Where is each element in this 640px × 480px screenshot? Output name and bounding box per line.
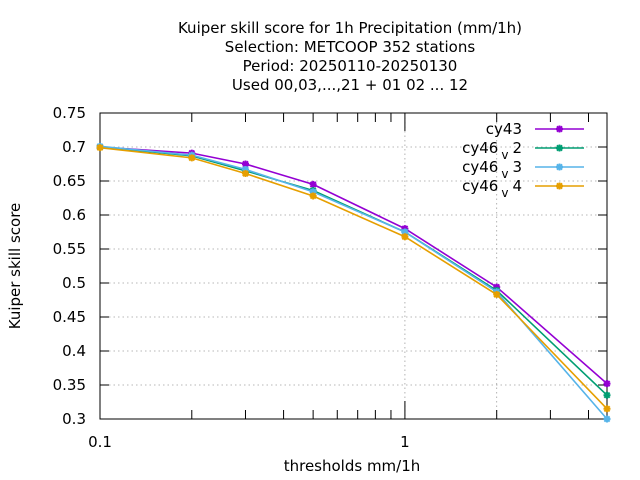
- axis-ticks: [99, 112, 607, 420]
- y-tick-label: 0.6: [62, 206, 86, 224]
- data-point: [96, 144, 104, 152]
- legend-label: cy43: [486, 120, 522, 138]
- data-point: [309, 188, 317, 196]
- series-line: [99, 146, 608, 396]
- y-tick-label: 0.35: [53, 376, 86, 394]
- y-tick-label: 0.75: [53, 104, 86, 122]
- legend-item: cy46 v 2: [462, 139, 584, 162]
- legend-label: cy46 v 4: [462, 177, 522, 200]
- legend-item: cy46 v 3: [462, 158, 584, 181]
- y-tick-label: 0.65: [53, 172, 86, 190]
- data-point: [493, 291, 501, 299]
- chart-title-line: Kuiper skill score for 1h Precipitation …: [178, 19, 522, 37]
- series-line: [99, 146, 608, 385]
- y-tick-label: 0.5: [62, 274, 86, 292]
- data-point: [401, 228, 409, 236]
- data-point: [603, 380, 611, 388]
- series-line: [99, 146, 608, 410]
- data-point: [309, 192, 317, 200]
- data-point: [241, 160, 249, 168]
- chart-title-line: Period: 20250110-20250130: [243, 57, 458, 75]
- data-point: [556, 125, 563, 133]
- data-point: [603, 415, 611, 423]
- legend-item: cy46 v 4: [462, 177, 584, 200]
- series-3: [96, 144, 611, 413]
- x-tick-label: 1: [400, 433, 410, 451]
- grid-lines: [100, 113, 607, 419]
- y-tick-label: 0.45: [53, 308, 86, 326]
- legend-label: cy46 v 3: [462, 158, 522, 181]
- y-axis-label: Kuiper skill score: [6, 203, 24, 330]
- data-point: [241, 170, 249, 178]
- data-point: [309, 180, 317, 188]
- data-point: [556, 163, 563, 171]
- series-1: [96, 143, 611, 399]
- data-point: [556, 144, 563, 152]
- y-tick-label: 0.55: [53, 240, 86, 258]
- y-tick-labels: 0.3 0.35 0.4 0.45 0.5 0.55 0.6 0.65 0.7 0.75: [53, 104, 86, 428]
- data-point: [401, 233, 409, 241]
- series-0: [96, 143, 611, 388]
- chart-title: Kuiper skill score for 1h Precipitation …: [178, 19, 522, 94]
- x-axis-label: thresholds mm/1h: [284, 457, 421, 475]
- chart-title-line: Used 00,03,...,21 + 01 02 ... 12: [232, 76, 468, 94]
- x-tick-label: 0.1: [88, 433, 112, 451]
- plot-frame: [99, 112, 608, 420]
- x-tick-labels: 0.1 1: [88, 433, 410, 451]
- data-point: [188, 154, 196, 162]
- data-point: [603, 405, 611, 413]
- series-group: [96, 142, 611, 423]
- data-point: [241, 165, 249, 173]
- legend-item: cy43: [486, 120, 584, 138]
- legend-label: cy46 v 2: [462, 139, 522, 162]
- y-tick-label: 0.4: [62, 342, 86, 360]
- y-tick-label: 0.7: [62, 138, 86, 156]
- data-point: [603, 391, 611, 399]
- y-tick-label: 0.3: [62, 410, 86, 428]
- chart-title-line: Selection: METCOOP 352 stations: [225, 38, 476, 56]
- data-point: [556, 182, 563, 190]
